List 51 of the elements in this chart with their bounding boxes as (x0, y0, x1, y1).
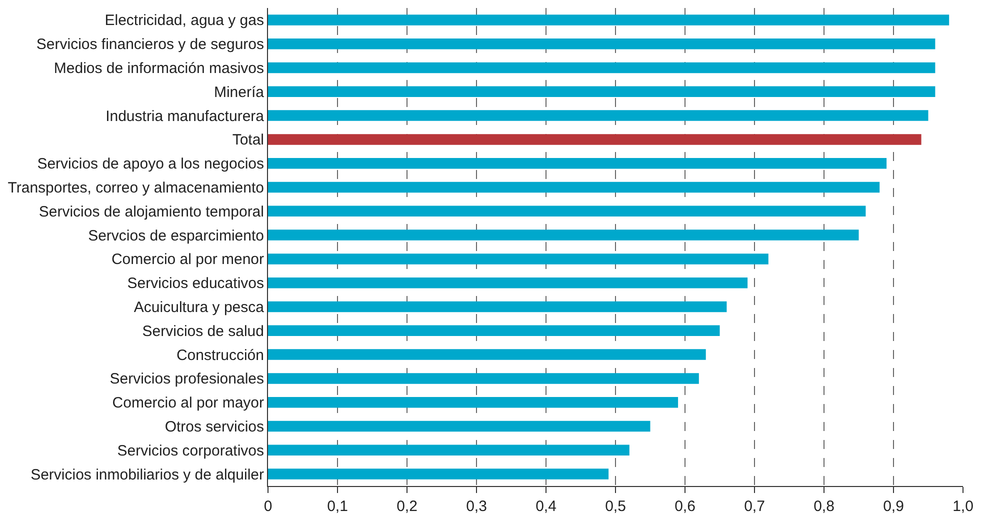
bar (268, 373, 699, 384)
y-tick-label: Servicios financieros y de seguros (36, 36, 264, 54)
bar (268, 62, 936, 74)
bar (268, 86, 936, 98)
y-tick-label: Acuicultura y pesca (134, 299, 265, 316)
bar (268, 230, 859, 240)
y-tick-label: Medios de información masivos (54, 60, 264, 77)
bar (268, 14, 950, 26)
bar (268, 110, 928, 121)
bar (268, 396, 678, 408)
x-tick-label: 0,8 (814, 498, 834, 515)
bar (268, 468, 609, 480)
y-tick-label: Transportes, correo y almacenamiento (8, 180, 264, 196)
x-tick-label: 0,7 (744, 498, 765, 515)
bar (268, 158, 887, 169)
y-tick-label: Total (232, 132, 264, 149)
y-tick-label: Electricidad, agua y gas (104, 12, 264, 30)
x-tick-label: 0 (264, 498, 272, 515)
x-tick-label: 0,9 (883, 498, 904, 515)
bar (268, 444, 630, 456)
bar (268, 254, 768, 264)
x-tick-label: 0,6 (674, 498, 696, 515)
bar (268, 420, 650, 432)
y-tick-label: Servicios corporativos (117, 442, 264, 460)
y-tick-label: Servicios de salud (142, 322, 264, 340)
x-tick-label: 0,3 (466, 498, 487, 515)
y-tick-label: Comercio al por menor (111, 251, 264, 268)
x-tick-label: 1,0 (952, 498, 974, 515)
y-tick-label: Servicios educativos (127, 275, 264, 292)
bar (268, 301, 727, 312)
y-tick-label: Otros servicios (164, 418, 264, 436)
y-tick-label: Servcios de esparcimiento (88, 227, 264, 244)
y-tick-label: Construcción (176, 346, 264, 364)
bar (268, 38, 936, 50)
y-tick-label: Comercio al por mayor (112, 394, 264, 412)
y-tick-label: Servicios profesionales (110, 370, 264, 388)
bar (268, 325, 720, 336)
bar (268, 206, 866, 217)
y-tick-label: Minería (214, 84, 265, 101)
y-tick-label: Servicios inmobiliarios y de alquiler (30, 466, 264, 484)
bar (268, 134, 922, 145)
x-tick-label: 0,1 (327, 498, 348, 515)
bar (268, 182, 880, 193)
x-tick-label: 0,4 (536, 498, 556, 515)
bar (268, 349, 706, 360)
y-tick-label: Servicios de alojamiento temporal (38, 203, 264, 220)
x-tick-label: 0,5 (605, 498, 626, 515)
bar (268, 277, 748, 288)
x-tick-label: 0,2 (396, 498, 418, 515)
y-tick-label: Servicios de apoyo a los negocios (37, 156, 264, 173)
y-tick-label: Industria manufacturera (106, 108, 265, 125)
